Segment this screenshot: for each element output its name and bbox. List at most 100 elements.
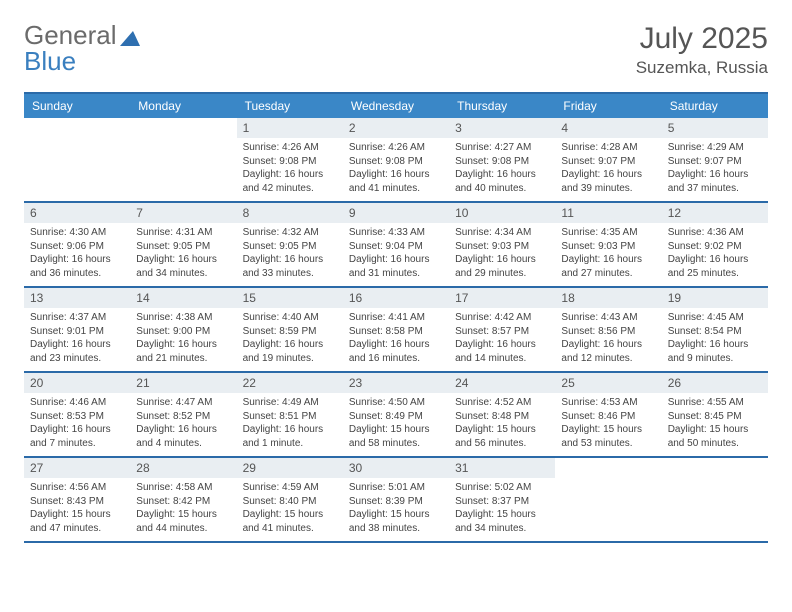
day-number: 21 <box>130 373 236 393</box>
day-number: 20 <box>24 373 130 393</box>
day-number: 23 <box>343 373 449 393</box>
day-number: 27 <box>24 458 130 478</box>
calendar-cell: 15Sunrise: 4:40 AMSunset: 8:59 PMDayligh… <box>237 288 343 371</box>
calendar-cell: 29Sunrise: 4:59 AMSunset: 8:40 PMDayligh… <box>237 458 343 541</box>
day-number: 16 <box>343 288 449 308</box>
calendar-cell-empty <box>130 118 236 201</box>
day-number: 8 <box>237 203 343 223</box>
day-number <box>555 458 661 478</box>
day-details: Sunrise: 4:42 AMSunset: 8:57 PMDaylight:… <box>449 308 555 371</box>
calendar-cell: 14Sunrise: 4:38 AMSunset: 9:00 PMDayligh… <box>130 288 236 371</box>
calendar-cell: 21Sunrise: 4:47 AMSunset: 8:52 PMDayligh… <box>130 373 236 456</box>
calendar-cell: 31Sunrise: 5:02 AMSunset: 8:37 PMDayligh… <box>449 458 555 541</box>
calendar-cell: 12Sunrise: 4:36 AMSunset: 9:02 PMDayligh… <box>662 203 768 286</box>
logo: GeneralBlue <box>24 22 140 74</box>
day-details: Sunrise: 4:38 AMSunset: 9:00 PMDaylight:… <box>130 308 236 371</box>
day-number: 6 <box>24 203 130 223</box>
dow-tuesday: Tuesday <box>237 94 343 118</box>
day-details: Sunrise: 4:32 AMSunset: 9:05 PMDaylight:… <box>237 223 343 286</box>
calendar-cell: 25Sunrise: 4:53 AMSunset: 8:46 PMDayligh… <box>555 373 661 456</box>
calendar-cell: 4Sunrise: 4:28 AMSunset: 9:07 PMDaylight… <box>555 118 661 201</box>
calendar-cell: 18Sunrise: 4:43 AMSunset: 8:56 PMDayligh… <box>555 288 661 371</box>
location: Suzemka, Russia <box>636 58 768 78</box>
day-number: 1 <box>237 118 343 138</box>
day-number: 31 <box>449 458 555 478</box>
calendar-cell: 16Sunrise: 4:41 AMSunset: 8:58 PMDayligh… <box>343 288 449 371</box>
calendar-cell: 11Sunrise: 4:35 AMSunset: 9:03 PMDayligh… <box>555 203 661 286</box>
dow-friday: Friday <box>555 94 661 118</box>
day-number: 30 <box>343 458 449 478</box>
day-number: 26 <box>662 373 768 393</box>
calendar-cell: 26Sunrise: 4:55 AMSunset: 8:45 PMDayligh… <box>662 373 768 456</box>
day-details: Sunrise: 4:26 AMSunset: 9:08 PMDaylight:… <box>237 138 343 201</box>
day-details: Sunrise: 4:55 AMSunset: 8:45 PMDaylight:… <box>662 393 768 456</box>
week-row: 27Sunrise: 4:56 AMSunset: 8:43 PMDayligh… <box>24 458 768 543</box>
day-number: 3 <box>449 118 555 138</box>
calendar-cell: 8Sunrise: 4:32 AMSunset: 9:05 PMDaylight… <box>237 203 343 286</box>
calendar-cell: 5Sunrise: 4:29 AMSunset: 9:07 PMDaylight… <box>662 118 768 201</box>
day-number: 4 <box>555 118 661 138</box>
calendar-cell: 24Sunrise: 4:52 AMSunset: 8:48 PMDayligh… <box>449 373 555 456</box>
day-details: Sunrise: 4:40 AMSunset: 8:59 PMDaylight:… <box>237 308 343 371</box>
day-number: 24 <box>449 373 555 393</box>
day-details: Sunrise: 4:41 AMSunset: 8:58 PMDaylight:… <box>343 308 449 371</box>
calendar: SundayMondayTuesdayWednesdayThursdayFrid… <box>24 92 768 543</box>
day-details: Sunrise: 4:31 AMSunset: 9:05 PMDaylight:… <box>130 223 236 286</box>
day-details: Sunrise: 5:01 AMSunset: 8:39 PMDaylight:… <box>343 478 449 541</box>
day-details: Sunrise: 4:59 AMSunset: 8:40 PMDaylight:… <box>237 478 343 541</box>
day-number: 7 <box>130 203 236 223</box>
day-details: Sunrise: 4:46 AMSunset: 8:53 PMDaylight:… <box>24 393 130 456</box>
day-number: 18 <box>555 288 661 308</box>
week-row: 1Sunrise: 4:26 AMSunset: 9:08 PMDaylight… <box>24 118 768 203</box>
day-number: 11 <box>555 203 661 223</box>
calendar-cell: 13Sunrise: 4:37 AMSunset: 9:01 PMDayligh… <box>24 288 130 371</box>
day-number: 9 <box>343 203 449 223</box>
day-details: Sunrise: 4:37 AMSunset: 9:01 PMDaylight:… <box>24 308 130 371</box>
calendar-cell: 19Sunrise: 4:45 AMSunset: 8:54 PMDayligh… <box>662 288 768 371</box>
dow-sunday: Sunday <box>24 94 130 118</box>
week-row: 13Sunrise: 4:37 AMSunset: 9:01 PMDayligh… <box>24 288 768 373</box>
day-details: Sunrise: 4:49 AMSunset: 8:51 PMDaylight:… <box>237 393 343 456</box>
title-block: July 2025 Suzemka, Russia <box>636 22 768 78</box>
day-details: Sunrise: 4:43 AMSunset: 8:56 PMDaylight:… <box>555 308 661 371</box>
calendar-cell-empty <box>662 458 768 541</box>
day-number <box>662 458 768 478</box>
day-details: Sunrise: 5:02 AMSunset: 8:37 PMDaylight:… <box>449 478 555 541</box>
day-details: Sunrise: 4:36 AMSunset: 9:02 PMDaylight:… <box>662 223 768 286</box>
calendar-cell: 30Sunrise: 5:01 AMSunset: 8:39 PMDayligh… <box>343 458 449 541</box>
day-details: Sunrise: 4:58 AMSunset: 8:42 PMDaylight:… <box>130 478 236 541</box>
day-number: 10 <box>449 203 555 223</box>
day-details: Sunrise: 4:27 AMSunset: 9:08 PMDaylight:… <box>449 138 555 201</box>
calendar-cell-empty <box>24 118 130 201</box>
dow-saturday: Saturday <box>662 94 768 118</box>
day-details: Sunrise: 4:30 AMSunset: 9:06 PMDaylight:… <box>24 223 130 286</box>
calendar-cell: 7Sunrise: 4:31 AMSunset: 9:05 PMDaylight… <box>130 203 236 286</box>
calendar-cell: 22Sunrise: 4:49 AMSunset: 8:51 PMDayligh… <box>237 373 343 456</box>
day-details: Sunrise: 4:26 AMSunset: 9:08 PMDaylight:… <box>343 138 449 201</box>
day-number: 14 <box>130 288 236 308</box>
day-number: 15 <box>237 288 343 308</box>
calendar-cell: 10Sunrise: 4:34 AMSunset: 9:03 PMDayligh… <box>449 203 555 286</box>
day-number: 5 <box>662 118 768 138</box>
header: GeneralBlue July 2025 Suzemka, Russia <box>24 22 768 78</box>
dow-monday: Monday <box>130 94 236 118</box>
month-title: July 2025 <box>636 22 768 56</box>
day-details: Sunrise: 4:28 AMSunset: 9:07 PMDaylight:… <box>555 138 661 201</box>
week-row: 6Sunrise: 4:30 AMSunset: 9:06 PMDaylight… <box>24 203 768 288</box>
calendar-cell: 20Sunrise: 4:46 AMSunset: 8:53 PMDayligh… <box>24 373 130 456</box>
day-number <box>24 118 130 138</box>
calendar-cell: 6Sunrise: 4:30 AMSunset: 9:06 PMDaylight… <box>24 203 130 286</box>
calendar-cell-empty <box>555 458 661 541</box>
day-number: 25 <box>555 373 661 393</box>
calendar-cell: 9Sunrise: 4:33 AMSunset: 9:04 PMDaylight… <box>343 203 449 286</box>
day-details: Sunrise: 4:53 AMSunset: 8:46 PMDaylight:… <box>555 393 661 456</box>
day-details: Sunrise: 4:52 AMSunset: 8:48 PMDaylight:… <box>449 393 555 456</box>
day-number: 17 <box>449 288 555 308</box>
week-row: 20Sunrise: 4:46 AMSunset: 8:53 PMDayligh… <box>24 373 768 458</box>
day-number: 2 <box>343 118 449 138</box>
calendar-cell: 1Sunrise: 4:26 AMSunset: 9:08 PMDaylight… <box>237 118 343 201</box>
calendar-cell: 27Sunrise: 4:56 AMSunset: 8:43 PMDayligh… <box>24 458 130 541</box>
logo-text-blue: Blue <box>24 46 76 76</box>
logo-triangle-icon <box>120 24 140 50</box>
day-number: 12 <box>662 203 768 223</box>
